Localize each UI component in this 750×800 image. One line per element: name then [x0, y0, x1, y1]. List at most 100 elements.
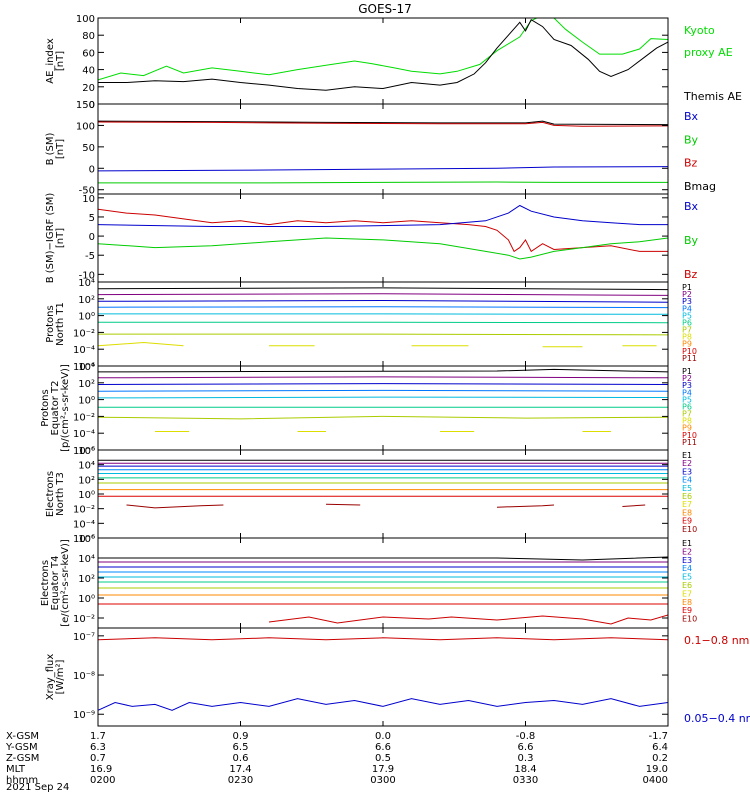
ylabel-ae-1: [nT] — [55, 51, 66, 71]
legend-pet2-8: P9 — [682, 424, 692, 433]
legend-pet2-2: P3 — [682, 381, 692, 390]
legend-eet4-0: E1 — [682, 539, 692, 548]
ytick-label-bigrf-3: 5 — [89, 213, 95, 224]
legend-pet2-1: P2 — [682, 374, 692, 383]
legend-pnt1-0: P1 — [682, 283, 692, 292]
legend-bsm-0: Bx — [684, 110, 699, 123]
legend-pet2-0: P1 — [682, 367, 692, 376]
ylabel-eet4-1: Equator T4 — [50, 556, 61, 611]
ytick-label-pnt1-1: 10² — [78, 295, 95, 306]
ytick-label-bsm-1: 0 — [89, 164, 95, 175]
series-bigrf-0 — [98, 208, 668, 253]
legend-eet4-3: E4 — [682, 564, 692, 573]
legend-eet4-9: E10 — [682, 615, 697, 624]
footer-value-1-4: 6.4 — [652, 742, 668, 753]
legend-ent3-9: E10 — [682, 525, 697, 534]
legend-pet2-3: P4 — [682, 388, 692, 397]
footer-value-3-3: 18.4 — [514, 764, 536, 775]
ylabel-eet4-2: [e/(cm²-s-sr-keV)] — [60, 539, 71, 627]
ylabel-pnt1-1: North T1 — [55, 302, 66, 346]
footer-value-0-4: -1.7 — [648, 731, 668, 742]
legend-eet4-4: E5 — [682, 573, 692, 582]
legend-pet2-7: P8 — [682, 417, 692, 426]
legend-eet4-6: E7 — [682, 589, 692, 598]
series-pet2-6 — [98, 415, 668, 420]
frame-pet2 — [97, 365, 669, 451]
ylabel-xray-0: Xray_flux — [45, 654, 56, 701]
series-pnt1-6 — [98, 333, 668, 336]
series-group-ent3 — [98, 459, 668, 509]
frame-ae — [97, 17, 669, 105]
ylabel-ent3-0: Electrons — [45, 471, 56, 517]
ytick-label-ent3-5: 10⁻⁴ — [73, 519, 95, 530]
ylabel-pet2-0: Protons — [40, 389, 51, 426]
legend-eet4-1: E2 — [682, 547, 692, 556]
ytick-label-pet2-5: 10⁻⁶ — [73, 446, 95, 457]
footer-value-2-1: 0.6 — [233, 753, 249, 764]
series-group-bsm — [98, 120, 668, 184]
legend-bigrf-2: Bz — [684, 268, 698, 281]
footer-value-3-4: 19.0 — [646, 764, 668, 775]
ytick-label-eet4-4: 10⁻² — [73, 614, 95, 625]
legend-pnt1-10: P11 — [682, 354, 697, 363]
legend-pnt1-7: P8 — [682, 333, 692, 342]
ytick-label-ae-5: 100 — [76, 14, 95, 25]
ytick-label-ae-4: 80 — [82, 31, 95, 42]
footer-value-3-2: 17.9 — [372, 764, 394, 775]
ylabel-pet2-2: [p/(cm²-s-sr-keV)] — [60, 364, 71, 452]
ytick-label-pnt1-5: 10⁻⁶ — [73, 362, 95, 373]
series-xray-1 — [98, 698, 668, 711]
ytick-label-eet4-0: 10⁶ — [78, 534, 95, 545]
footer-value-1-2: 6.6 — [375, 742, 391, 753]
ytick-label-eet4-3: 10⁰ — [78, 594, 95, 605]
legend-ent3-4: E5 — [682, 484, 692, 493]
ylabel-bsm-1: [nT] — [55, 139, 66, 159]
footer-row-label-0: X-GSM — [6, 731, 39, 742]
ylabel-bsm-0: B (SM) — [45, 132, 56, 165]
legend-ent3-7: E8 — [682, 508, 692, 517]
ylabel-pnt1-0: Protons — [45, 305, 56, 342]
ytick-label-xray-1: 10⁻⁸ — [73, 671, 95, 682]
ylabel-ae-0: AE_index — [45, 38, 56, 84]
panel-bsm: -50 0 50 100 150 B (SM) [nT] Bx By Bz Bmag — [45, 100, 716, 197]
ytick-label-bigrf-2: 0 — [89, 232, 95, 243]
footer-value-4-1: 0230 — [228, 775, 253, 786]
series-eet4-0 — [98, 556, 668, 561]
ytick-label-ent3-4: 10⁻² — [73, 505, 95, 516]
ytick-label-pnt1-2: 10⁰ — [78, 312, 95, 323]
ylabel-ent3-1: North T3 — [55, 472, 66, 516]
legend-bsm-3: Bmag — [684, 180, 716, 193]
footer-value-0-2: 0.0 — [375, 731, 391, 742]
ytick-label-ae-1: 20 — [82, 83, 95, 94]
footer-value-4-2: 0300 — [370, 775, 395, 786]
legend-ae-0: Kyoto — [684, 24, 715, 37]
ytick-label-bigrf-4: 10 — [82, 194, 95, 205]
ytick-label-bsm-4: 150 — [76, 100, 95, 111]
series-ent3-10 — [325, 503, 361, 506]
ylabel-pet2-1: Equator T2 — [50, 381, 61, 436]
series-pnt1-2 — [98, 299, 668, 303]
legend-eet4-2: E3 — [682, 556, 692, 565]
series-pnt1-0 — [98, 287, 668, 291]
legend-ae-1: proxy AE — [684, 46, 733, 59]
panel-xray: 10⁻⁷ 10⁻⁸ 10⁻⁹ Xray_flux [W/m²] 0.1−0.8 nm 0.0… — [45, 627, 750, 727]
ytick-label-bsm-0: -50 — [79, 186, 95, 197]
legend-eet4-5: E6 — [682, 581, 692, 590]
series-bigrf-1 — [98, 204, 668, 227]
ytick-label-ent3-2: 10² — [78, 475, 95, 486]
series-pnt1-1 — [98, 293, 668, 296]
ytick-label-pet2-3: 10⁻² — [73, 412, 95, 423]
ytick-label-bigrf-1: -5 — [85, 251, 95, 262]
legend-pnt1-5: P6 — [682, 318, 692, 327]
series-bigrf-2 — [98, 237, 668, 260]
series-group-eet4 — [98, 556, 668, 625]
legend-pet2-5: P6 — [682, 402, 692, 411]
ytick-label-ae-2: 40 — [82, 66, 95, 77]
series-pnt1-3 — [98, 306, 668, 309]
footer-value-0-1: 0.9 — [233, 731, 249, 742]
series-bsm-3 — [98, 181, 668, 184]
ylabel-bigrf-0: B (SM)−IGRF (SM) — [45, 193, 56, 284]
footer-value-1-0: 6.3 — [90, 742, 106, 753]
